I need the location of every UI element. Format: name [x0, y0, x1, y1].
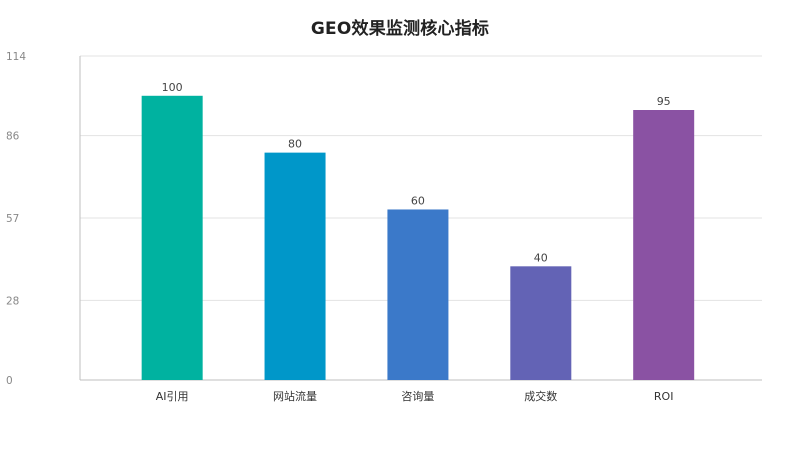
bar-layer [141, 95, 695, 380]
y-tick-label: 0 [6, 375, 13, 387]
x-tick-label: 咨询量 [401, 389, 434, 403]
x-tick-label: ROI [654, 390, 674, 403]
x-tick-label: 成交数 [524, 389, 557, 403]
data-label: 80 [288, 138, 302, 151]
data-label: 60 [411, 194, 425, 207]
bar [141, 95, 203, 380]
x-tick-label: 网站流量 [273, 389, 317, 403]
y-tick-label: 57 [6, 213, 19, 225]
y-tick-label: 114 [6, 51, 26, 63]
label-layer: 0 28 57 86 114 100 AI引用 80 网站流量 60 咨询量 40 成交数 95 ROI [6, 51, 673, 403]
data-label: 40 [534, 251, 548, 264]
data-label: 95 [657, 95, 671, 108]
y-tick-label: 28 [6, 295, 19, 307]
bar [510, 266, 572, 380]
bar [264, 152, 326, 380]
chart-title: GEO效果监测核心指标 [310, 19, 490, 39]
bar [387, 209, 449, 380]
data-label: 100 [162, 81, 183, 94]
y-tick-label: 86 [6, 131, 20, 143]
bar [633, 110, 695, 380]
x-tick-label: AI引用 [156, 389, 189, 403]
